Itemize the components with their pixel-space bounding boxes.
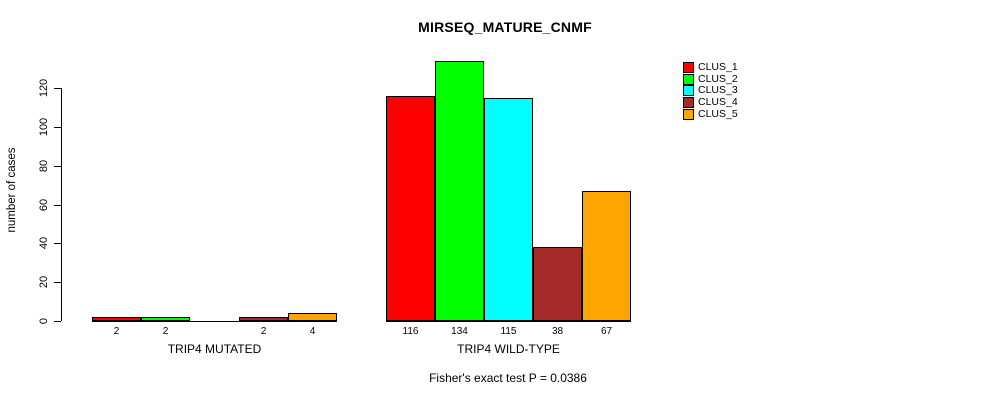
bar-value-label: 4 — [309, 326, 316, 337]
bar-value-label: 2 — [113, 326, 120, 337]
bar-value-label: 38 — [551, 326, 564, 337]
bar-value-label: 2 — [162, 326, 169, 337]
legend-label: CLUS_5 — [698, 108, 738, 120]
group-label: TRIP4 MUTATED — [167, 342, 262, 356]
bar — [288, 313, 337, 321]
bar-value-label: 2 — [260, 326, 267, 337]
y-axis-tick — [54, 321, 61, 322]
y-axis-line — [61, 88, 62, 321]
legend-label: CLUS_3 — [698, 84, 738, 96]
bar — [141, 317, 190, 321]
group-label: TRIP4 WILD-TYPE — [457, 342, 560, 356]
y-axis-tick — [54, 166, 61, 167]
y-axis-tick — [54, 243, 61, 244]
bar — [435, 61, 484, 321]
legend-swatch — [683, 109, 694, 120]
bar-value-label: 67 — [600, 326, 613, 337]
y-axis-tick — [54, 88, 61, 89]
bar — [92, 317, 141, 321]
legend-label: CLUS_2 — [698, 73, 738, 85]
bar-value-label: 134 — [451, 326, 468, 337]
legend-swatch — [683, 62, 694, 73]
bar-value-label: 115 — [500, 326, 517, 337]
group-baseline — [92, 321, 337, 322]
bar — [533, 247, 582, 321]
y-axis-tick — [54, 205, 61, 206]
bar — [386, 96, 435, 321]
bar — [239, 317, 288, 321]
bar-value-label: 116 — [402, 326, 419, 337]
y-axis-tick — [54, 282, 61, 283]
legend-swatch — [683, 97, 694, 108]
y-axis-tick — [54, 127, 61, 128]
bar — [484, 98, 533, 321]
chart-title: MIRSEQ_MATURE_CNMF — [418, 19, 592, 35]
legend-swatch — [683, 85, 694, 96]
group-baseline — [386, 321, 631, 322]
legend-swatch — [683, 74, 694, 85]
legend-label: CLUS_1 — [698, 61, 738, 73]
bar — [582, 191, 631, 321]
footer-note: Fisher's exact test P = 0.0386 — [429, 371, 587, 385]
legend-label: CLUS_4 — [698, 96, 738, 108]
